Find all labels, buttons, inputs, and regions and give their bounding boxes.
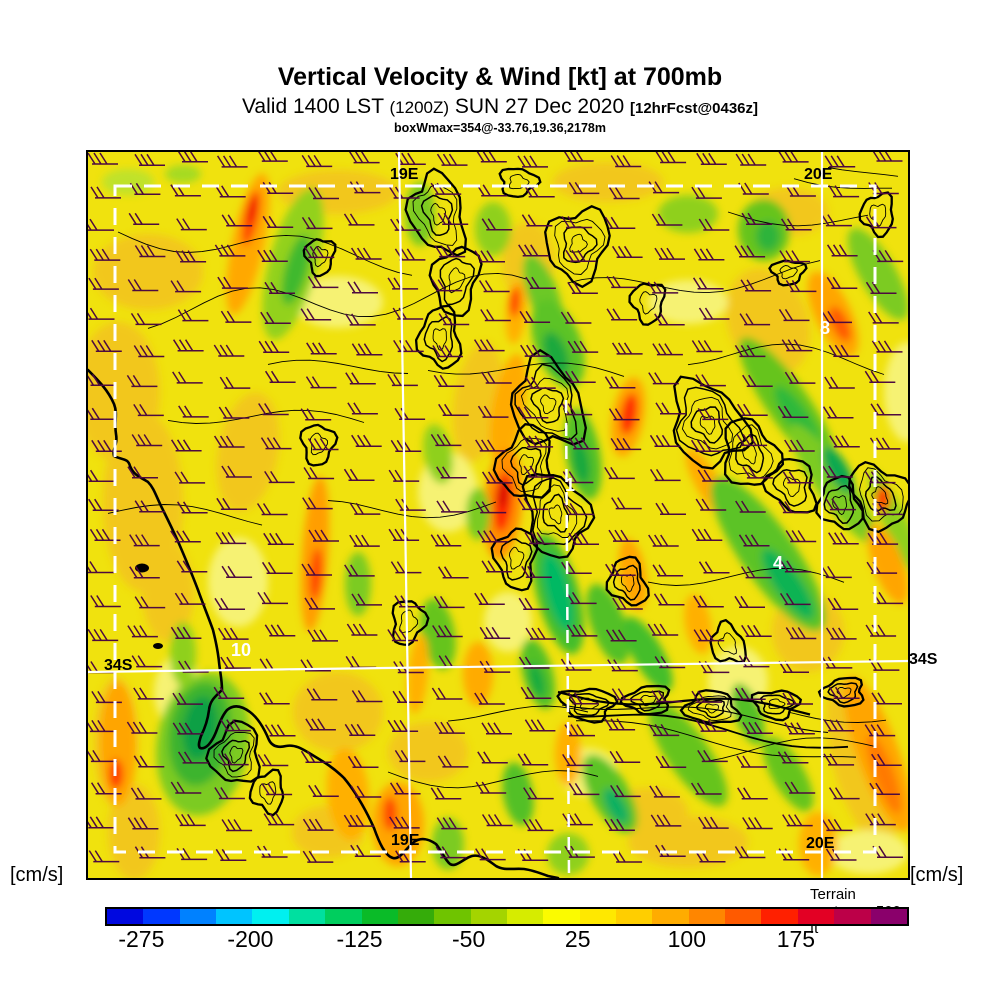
colorbar-cell	[543, 909, 580, 924]
colorbar-cell	[688, 909, 726, 924]
colorbar-cell	[143, 909, 180, 924]
colorbar-cell	[252, 909, 289, 924]
colorbar-tick: -200	[227, 926, 274, 952]
coord-label-19e: 19E	[391, 832, 420, 849]
dashed-domain-box	[113, 184, 877, 854]
region-label-10: 10	[231, 640, 252, 660]
colorbar-cell	[761, 909, 798, 924]
coastline-group	[88, 368, 560, 878]
title-block: Vertical Velocity & Wind [kt] at 700mb V…	[0, 63, 1000, 135]
valid-time: Valid 1400 LST	[241, 94, 384, 118]
coord-label-19e: 19E	[390, 166, 419, 183]
colorbar-cell	[434, 909, 471, 924]
colorbar-cell	[107, 909, 144, 924]
colorbar-tick: 25	[564, 926, 591, 952]
colorbar-cell	[797, 909, 835, 924]
colorbar-cell	[179, 909, 217, 924]
colorbar-cell	[470, 909, 507, 924]
colorbar-cell	[616, 909, 653, 924]
colorbar-tick: -275	[118, 926, 165, 952]
colorbar-tick: -125	[336, 926, 383, 952]
robben-island	[153, 643, 163, 649]
zulu-time: (1200Z)	[389, 97, 450, 117]
region-box-edge	[564, 399, 571, 878]
parallel-34s	[88, 659, 908, 674]
colorbar	[105, 907, 909, 926]
colorbar-tick: -50	[452, 926, 486, 952]
meridian-19e	[397, 152, 413, 878]
colorbar-tick: 100	[667, 926, 706, 952]
region-label-1: 1	[565, 475, 576, 495]
units-label-left: [cm/s]	[10, 864, 64, 886]
valid-date: SUN 27 Dec 2020	[454, 94, 625, 118]
coord-label-20e: 20E	[806, 835, 835, 852]
terrain-contour-clusters	[205, 167, 908, 817]
forecast-tag: [12hrFcst@0436z]	[629, 99, 758, 117]
colorbar-cell	[725, 909, 762, 924]
coord-label-20e: 20E	[804, 166, 833, 183]
region-label-4: 4	[773, 553, 784, 573]
wind-barbs	[88, 152, 904, 863]
page-title: Vertical Velocity & Wind [kt] at 700mb	[277, 63, 723, 91]
lat-lon-grid	[88, 152, 908, 878]
coord-label-34s: 34S	[909, 651, 938, 668]
colorbar-cell	[834, 909, 871, 924]
region-label-8: 8	[820, 318, 831, 338]
colorbar-cell	[325, 909, 362, 924]
coord-label-34s: 34S	[104, 657, 133, 674]
colorbar-cell	[506, 909, 544, 924]
map-canvas	[88, 152, 908, 878]
colorbar-cell	[288, 909, 326, 924]
units-label-right: [cm/s]	[910, 864, 964, 886]
colorbar-tick: 175	[776, 926, 816, 952]
colorbar-cell	[361, 909, 398, 924]
boxwmax-annotation: boxWmax=354@-33.76,19.36,2178m	[394, 120, 606, 135]
colorbar-cell	[652, 909, 689, 924]
colorbar-cell	[870, 909, 907, 924]
colorbar-cell	[397, 909, 435, 924]
colorbar-cell	[579, 909, 617, 924]
valid-time-line: Valid 1400 LST (1200Z) SUN 27 Dec 2020 […	[0, 95, 1000, 118]
map-frame	[86, 150, 910, 880]
coastline	[88, 368, 560, 878]
colorbar-cell	[216, 909, 253, 924]
